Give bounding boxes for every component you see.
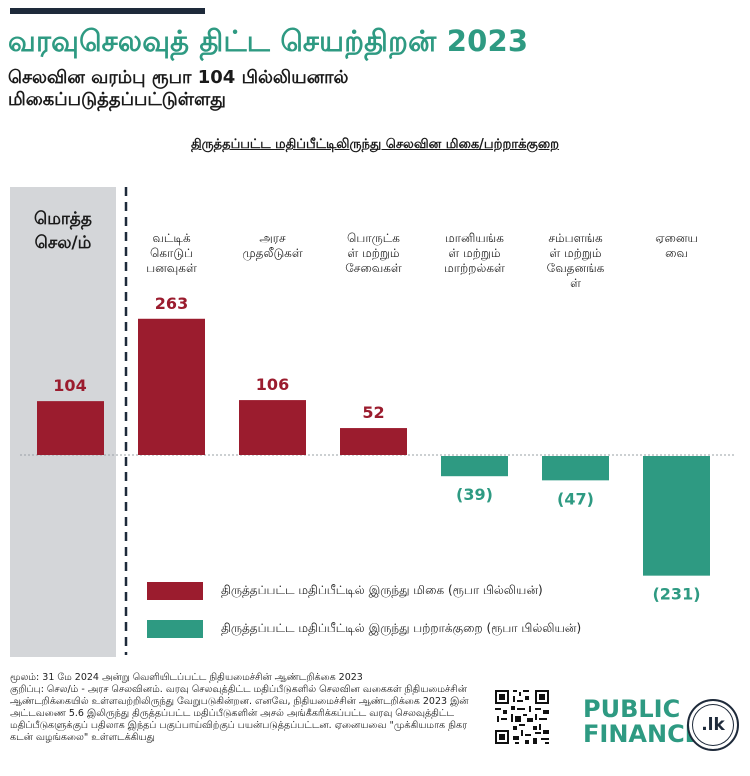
total-category-label-line-1: மொத்த [34, 209, 92, 229]
page-subtitle: செலவின வரம்பு ரூபா 104 பில்லியனால் மிகைப… [8, 67, 349, 110]
brand-line-public: PUBLIC [583, 695, 681, 723]
qr-code-icon [493, 688, 551, 746]
legend-item-surplus: திருத்தப்பட்ட மதிப்பீட்டில் இருந்து மிகை… [147, 582, 543, 600]
data-label-category-3: 52 [362, 403, 384, 422]
bar-total [37, 401, 104, 455]
source-notes: மூலம்: 31 மே 2024 அன்று வெளியிடப்பட்ட நி… [10, 672, 480, 744]
category-3-label-line-3: சேவைகள் [345, 261, 402, 275]
legend-swatch-deficit [147, 620, 203, 638]
data-label-category-6: (231) [652, 585, 700, 604]
category-6-label-line-2: வை [665, 246, 688, 260]
bar-category-4 [441, 456, 508, 477]
category-5-label-line-1: சம்பளங்க [548, 231, 603, 245]
source-line: மூலம்: 31 மே 2024 அன்று வெளியிடப்பட்ட நி… [10, 672, 363, 683]
category-1-label-line-3: பனவுகள் [146, 261, 197, 275]
legend-label-deficit: திருத்தப்பட்ட மதிப்பீட்டில் இருந்து பற்ற… [221, 621, 582, 635]
brand-logo: PUBLIC FINANCE [583, 697, 701, 747]
bar-category-5 [542, 456, 609, 481]
total-category-label-line-2: செல/ம் [35, 233, 92, 253]
data-label-category-2: 106 [256, 375, 289, 394]
category-5-label-line-4: ள் [570, 276, 581, 290]
data-label-category-5: (47) [557, 489, 594, 508]
brand-line-finance: FINANCE [583, 720, 702, 748]
variance-bar-chart: மொத்த செல/ம் 104 வட்டிக்கொடுப்பனவுகள் 263 அரச… [10, 187, 735, 657]
legend-label-surplus: திருத்தப்பட்ட மதிப்பீட்டில் இருந்து மிகை… [221, 583, 543, 597]
category-3-label-line-1: பொருட்க [347, 231, 400, 246]
category-4-label-line-2: ள் மற்றும் [448, 246, 500, 261]
category-4-label-line-3: மாற்றல்கள் [444, 261, 505, 275]
legend-item-deficit: திருத்தப்பட்ட மதிப்பீட்டில் இருந்து பற்ற… [147, 620, 581, 638]
bar-category-2 [239, 400, 306, 455]
page-title: வரவுசெலவுத் திட்ட செயற்திறன் 2023 [8, 24, 529, 58]
data-label-category-1: 263 [155, 294, 188, 313]
category-1-label-line-1: வட்டிக் [152, 231, 191, 245]
bar-category-1 [138, 318, 205, 455]
note-line: குறிப்பு: செல/ம் - அரச செலவினம். வரவு செ… [10, 684, 469, 743]
bar-category-6 [643, 456, 710, 576]
data-label-category-4: (39) [456, 485, 493, 504]
category-1-label-line-2: கொடுப் [150, 246, 193, 260]
category-5-label-line-2: ள் மற்றும் [549, 246, 601, 261]
title-accent-bar [10, 8, 205, 14]
category-2-label-line-1: அரச [259, 231, 286, 245]
category-2-label-line-2: முதலீடுகள் [242, 246, 303, 261]
bar-category-3 [340, 428, 407, 455]
category-5-label-line-3: வேதனங்க [547, 261, 605, 275]
category-4-label-line-1: மானியங்க [445, 231, 504, 245]
brand-seal-icon: .lk [687, 699, 739, 751]
data-label-total: 104 [53, 376, 86, 395]
category-3-label-line-2: ள் மற்றும் [347, 246, 399, 261]
legend-swatch-surplus [147, 582, 203, 600]
category-6-label-line-1: ஏனைய [655, 231, 698, 245]
chart-title: திருத்தப்பட்ட மதிப்பீட்டிலிருந்து செலவின… [190, 137, 560, 152]
